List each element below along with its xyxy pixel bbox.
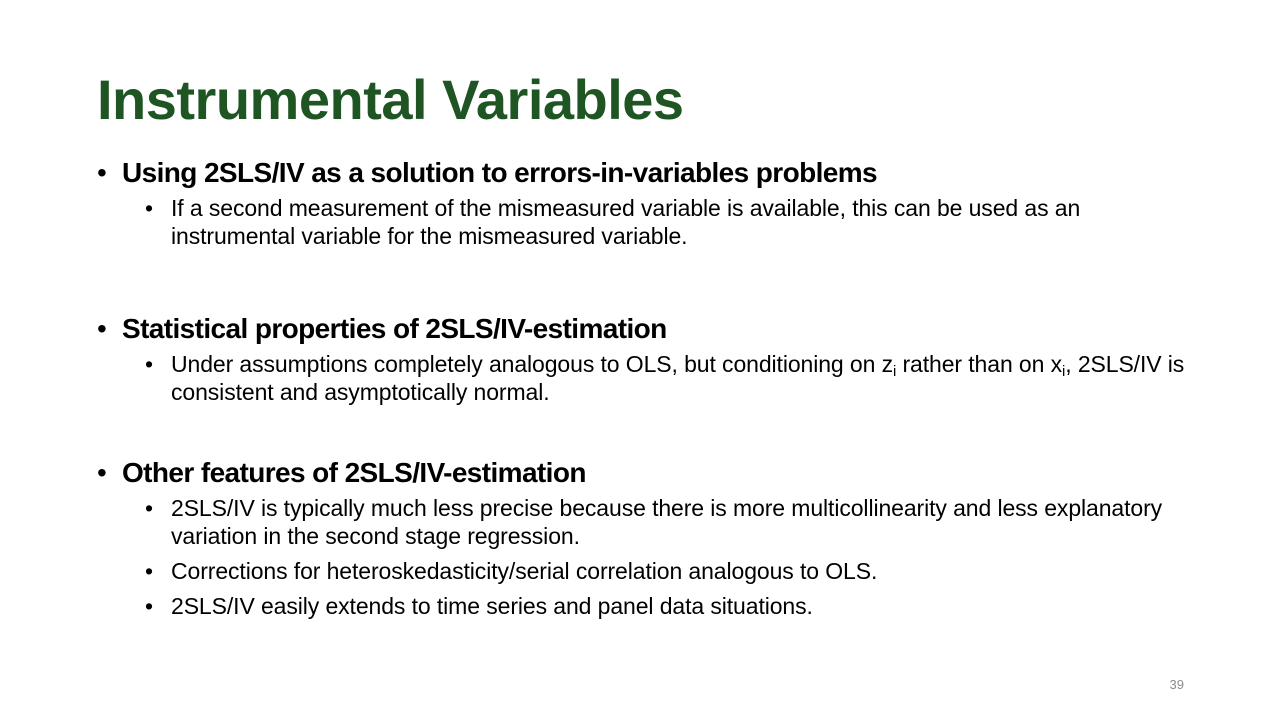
subscript-i: i xyxy=(892,363,897,380)
bullet-glyph: • xyxy=(97,457,107,488)
sub-bullet-item: • 2SLS/IV is typically much less precise… xyxy=(97,494,1187,550)
section-heading: • Using 2SLS/IV as a solution to errors-… xyxy=(97,156,1187,190)
bullet-glyph: • xyxy=(145,495,153,521)
section-heading: • Statistical properties of 2SLS/IV-esti… xyxy=(97,312,1187,346)
sub-bullet-item: • 2SLS/IV easily extends to time series … xyxy=(97,592,1187,620)
sub-bullet-text: Corrections for heteroskedasticity/seria… xyxy=(171,558,878,584)
sub-bullet-list: • If a second measurement of the mismeas… xyxy=(97,194,1187,250)
section-heading-text: Statistical properties of 2SLS/IV-estima… xyxy=(122,313,667,344)
bullet-glyph: • xyxy=(145,351,153,377)
section-other-features: • Other features of 2SLS/IV-estimation •… xyxy=(97,456,1187,627)
section-heading-text: Using 2SLS/IV as a solution to errors-in… xyxy=(122,157,878,188)
sub-bullet-text-part: Under assumptions completely analogous t… xyxy=(171,351,893,377)
sub-bullet-item: • Corrections for heteroskedasticity/ser… xyxy=(97,557,1187,585)
bullet-glyph: • xyxy=(145,593,153,619)
slide-title: Instrumental Variables xyxy=(97,68,684,131)
page-number: 39 xyxy=(1169,677,1184,692)
bullet-glyph: • xyxy=(97,157,107,188)
subscript-i: i xyxy=(1062,363,1066,380)
sub-bullet-item: • Under assumptions completely analogous… xyxy=(97,350,1187,406)
sub-bullet-item: • If a second measurement of the mismeas… xyxy=(97,194,1187,250)
section-statistical-properties: • Statistical properties of 2SLS/IV-esti… xyxy=(97,312,1187,413)
sub-bullet-text: 2SLS/IV easily extends to time series an… xyxy=(171,593,813,619)
sub-bullet-text: 2SLS/IV is typically much less precise b… xyxy=(171,495,1163,549)
section-errors-in-variables: • Using 2SLS/IV as a solution to errors-… xyxy=(97,156,1187,257)
bullet-glyph: • xyxy=(145,195,153,221)
sub-bullet-text-part: rather than on x xyxy=(896,351,1062,377)
sub-bullet-list: • 2SLS/IV is typically much less precise… xyxy=(97,494,1187,620)
sub-bullet-text-part: , 2SLS/IV is consistent and asymptotical… xyxy=(171,351,1185,405)
bullet-glyph: • xyxy=(97,313,107,344)
section-heading: • Other features of 2SLS/IV-estimation xyxy=(97,456,1187,490)
bullet-glyph: • xyxy=(145,558,153,584)
sub-bullet-list: • Under assumptions completely analogous… xyxy=(97,350,1187,406)
sub-bullet-text: If a second measurement of the mismeasur… xyxy=(171,195,1081,249)
section-heading-text: Other features of 2SLS/IV-estimation xyxy=(122,457,586,488)
